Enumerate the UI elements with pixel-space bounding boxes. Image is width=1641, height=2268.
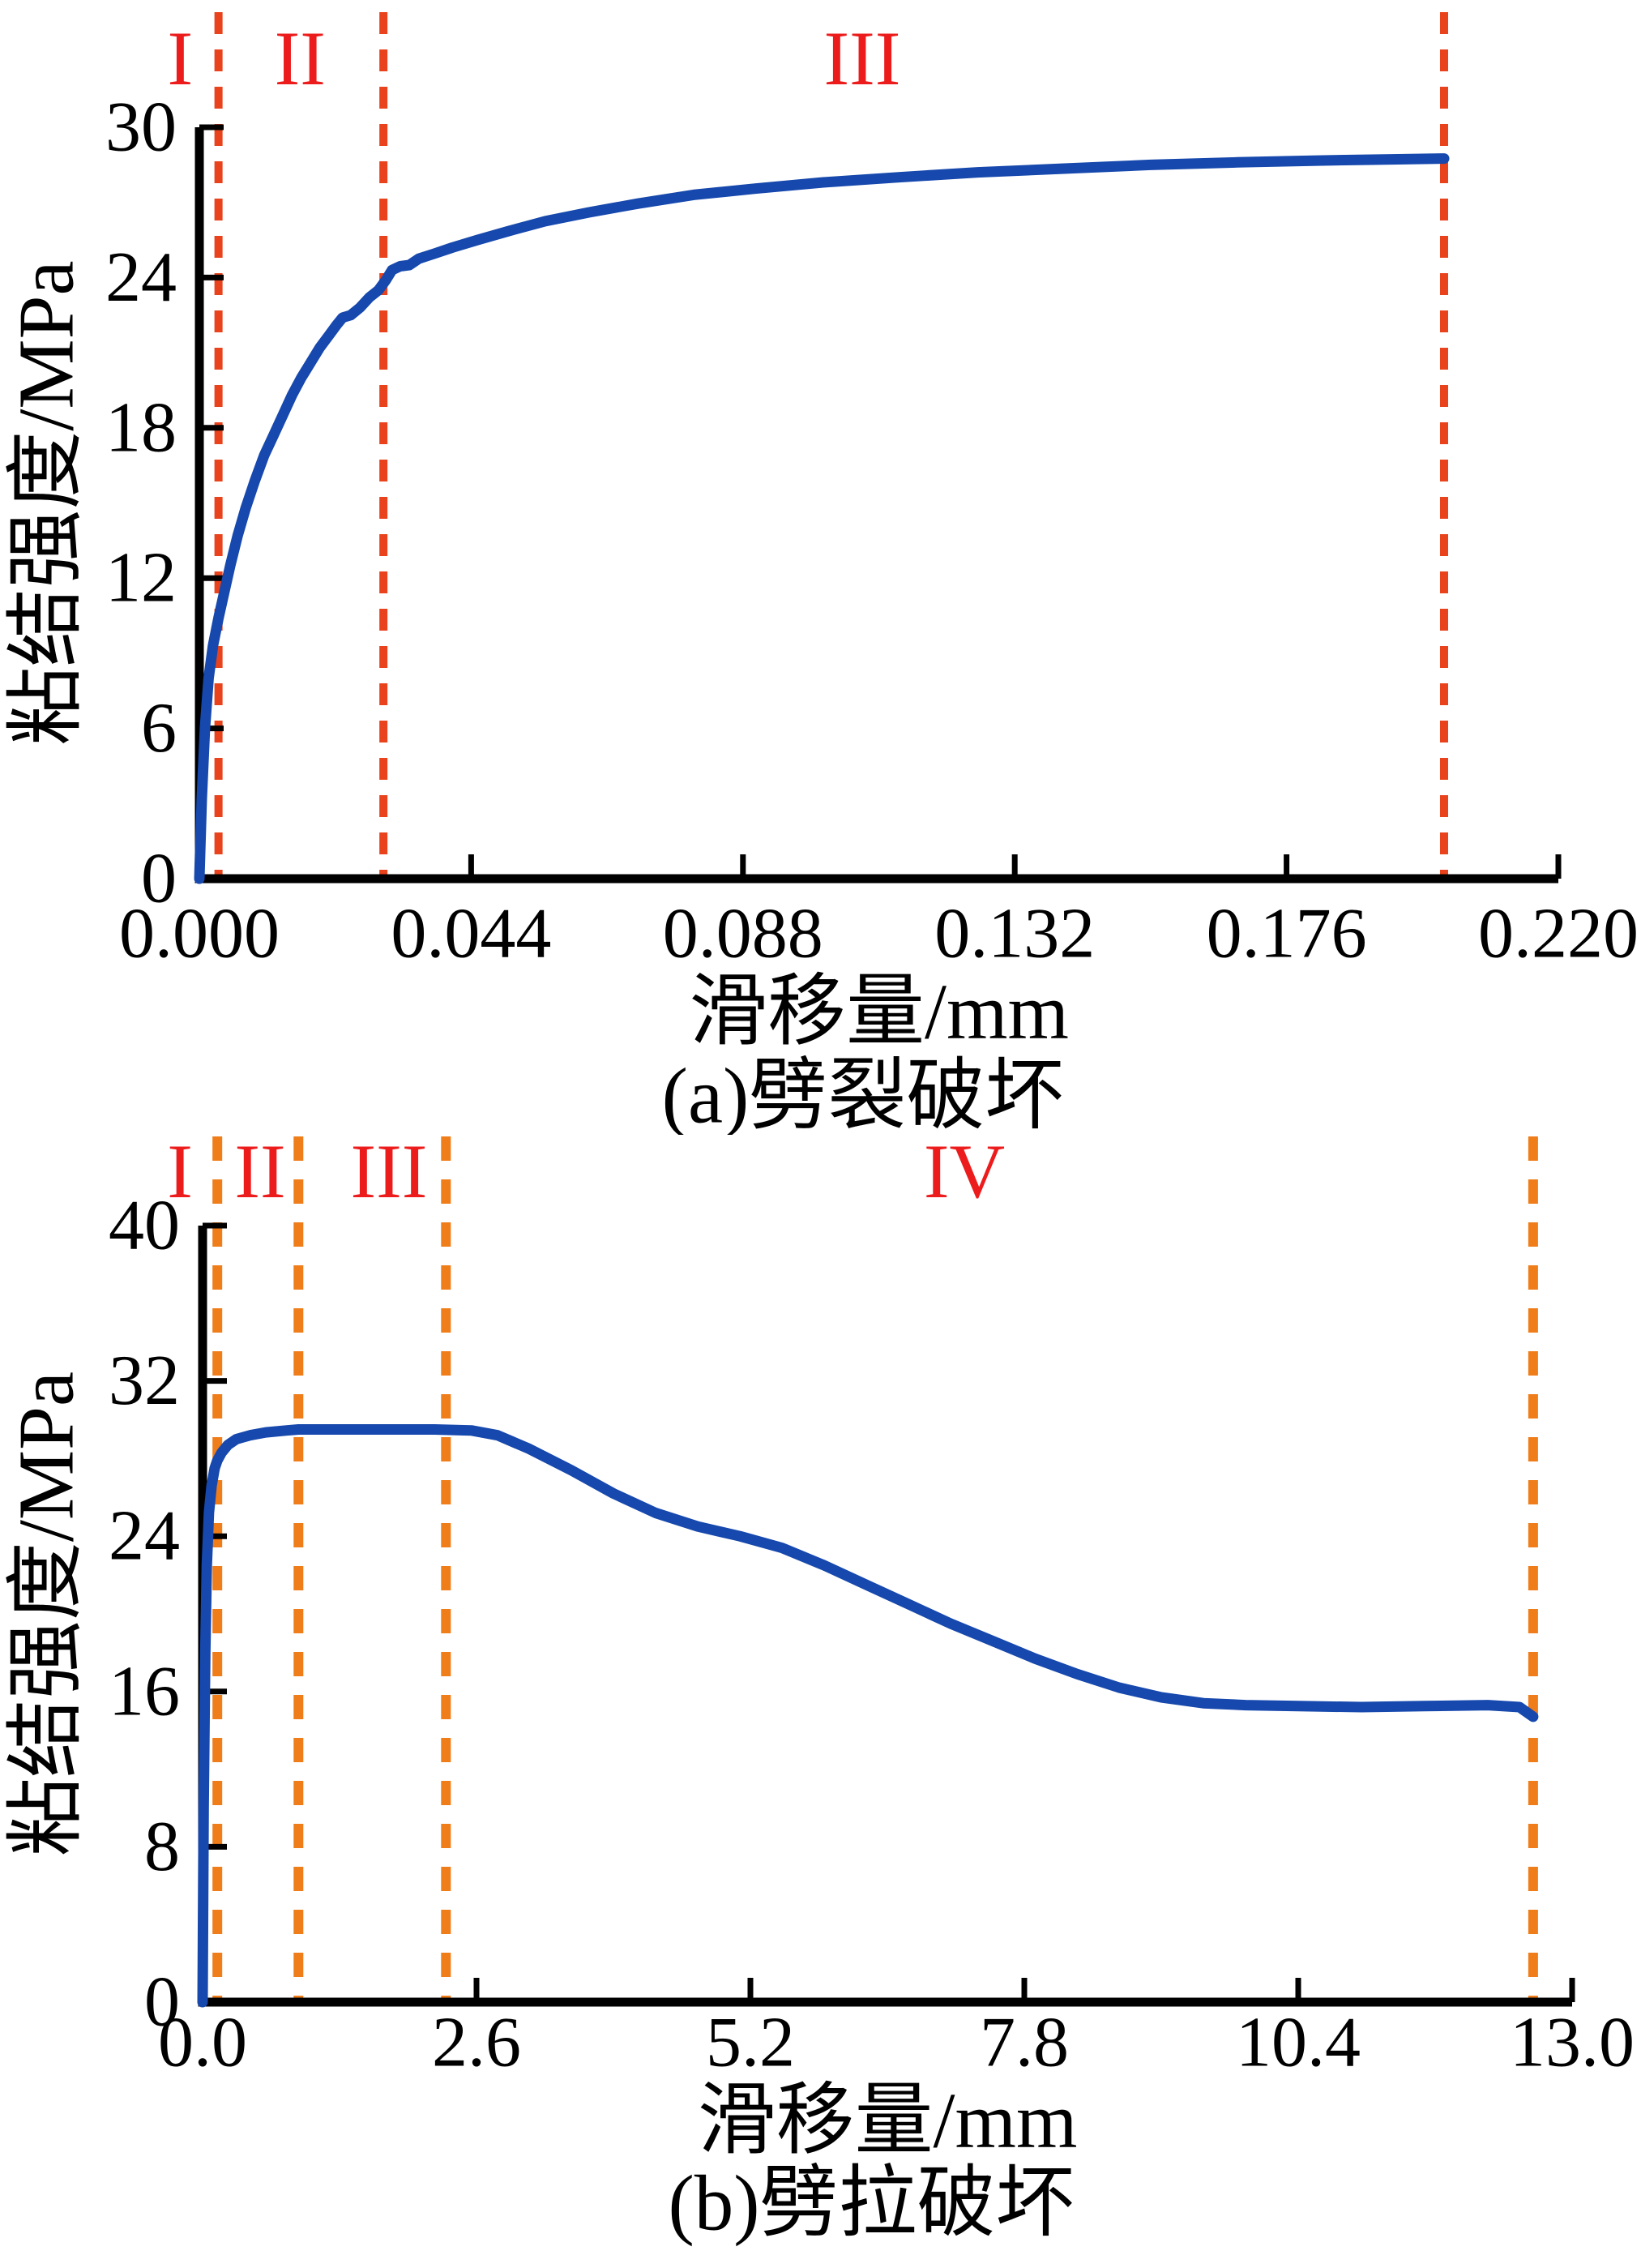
bond-strength-slip-curve xyxy=(194,153,1450,884)
x-tick-label: 7.8 xyxy=(980,2004,1069,2082)
y-tick-label: 30 xyxy=(105,88,177,167)
x-tick-label: 10.4 xyxy=(1236,2004,1361,2082)
phase-region-label: III xyxy=(351,1135,428,1214)
x-tick-label: 0.044 xyxy=(391,895,551,974)
y-tick-label: 6 xyxy=(141,689,177,768)
y-tick-label: 24 xyxy=(109,1497,180,1576)
x-tick-label: 13.0 xyxy=(1510,2004,1635,2082)
x-axis-title: 滑移量/mm xyxy=(689,969,1069,1055)
phase-region-label: I xyxy=(168,15,194,101)
x-tick-label: 0.220 xyxy=(1478,895,1639,974)
y-tick-label: 32 xyxy=(109,1342,180,1420)
axes xyxy=(198,1226,1572,2007)
y-tick-label: 8 xyxy=(144,1808,180,1886)
x-tick-label: 0.176 xyxy=(1207,895,1367,974)
subplot-caption: (b)劈拉破坏 xyxy=(668,2160,1074,2247)
y-tick-label: 0 xyxy=(141,840,177,918)
x-tick-label: 0.088 xyxy=(663,895,823,974)
subplot-caption: (a)劈裂破坏 xyxy=(662,1053,1064,1136)
y-axis-title: 粘结强度/MPa xyxy=(3,260,90,745)
x-tick-label: 0.0 xyxy=(158,2004,247,2082)
y-tick-label: 40 xyxy=(109,1187,180,1265)
y-tick-label: 18 xyxy=(105,388,177,467)
y-tick-label: 16 xyxy=(109,1652,180,1731)
x-tick-label: 2.6 xyxy=(432,2004,521,2082)
y-tick-label: 24 xyxy=(105,238,177,317)
x-axis-title: 滑移量/mm xyxy=(698,2078,1078,2164)
phase-region-label: III xyxy=(823,15,900,101)
y-tick-label: 0 xyxy=(144,1963,180,2042)
phase-region-label: IV xyxy=(924,1135,1005,1214)
phase-region-label: I xyxy=(167,1135,193,1214)
chart-a-splitting-failure: 0.000 0.044 0.088 0.132 0.176 0.220 0 6 12 18 24 30… xyxy=(3,12,1639,1136)
phase-region-label: II xyxy=(234,1135,285,1214)
axes xyxy=(194,127,1558,884)
x-tick-label: 5.2 xyxy=(706,2004,795,2082)
x-tick-label: 0.000 xyxy=(119,895,280,974)
x-tick-label: 0.132 xyxy=(934,895,1095,974)
y-tick-label: 12 xyxy=(105,539,177,618)
bond-strength-slip-curve xyxy=(197,1424,1539,2008)
phase-region-label: II xyxy=(275,15,326,101)
y-axis-title: 粘结强度/MPa xyxy=(3,1371,90,1856)
